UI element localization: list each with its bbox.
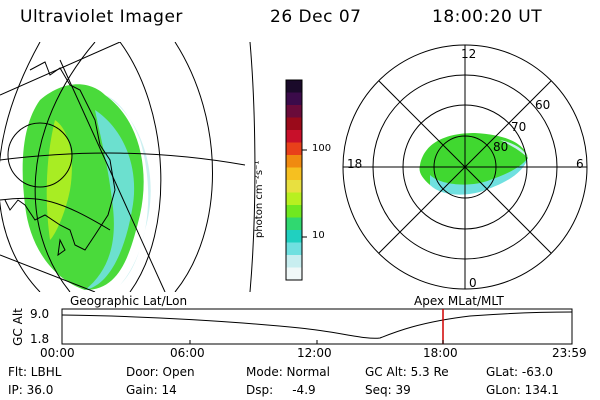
colorbar-swatch (286, 105, 302, 118)
timeline-x-tick-4: 23:59 (552, 346, 587, 360)
mlat-label-80: 80 (493, 140, 509, 154)
info-gain: Gain: 14 (126, 383, 177, 397)
aurora-emission-polar (419, 133, 528, 190)
timeline-y-tick-top: 9.0 (30, 307, 50, 321)
timeline-x-tick-2: 12:00 (297, 346, 332, 360)
colorbar-tick-10: 10 (312, 230, 325, 241)
polar-plot (419, 133, 528, 195)
info-mode: Mode: Normal (246, 365, 330, 379)
info-dsp: Dsp: -4.9 (246, 383, 316, 397)
info-glat: GLat: -63.0 (486, 365, 553, 379)
timeline-x-tick-0: 00:00 (40, 346, 75, 360)
timeline-x-tick-3: 18:00 (423, 346, 458, 360)
mlt-label-18: 18 (347, 157, 363, 171)
info-glon: GLon: 134.1 (486, 383, 559, 397)
colorbar-swatch (286, 230, 302, 243)
colorbar-swatch (286, 92, 302, 106)
info-gc-alt: GC Alt: 5.3 Re (365, 365, 449, 379)
colorbar (285, 79, 303, 281)
date-label: 26 Dec 07 (270, 7, 362, 27)
info-ip: IP: 36.0 (8, 383, 54, 397)
colorbar-unit-label: photon cm⁻²s⁻¹ (254, 160, 265, 238)
timeline-y-tick-bottom: 1.8 (30, 332, 50, 346)
colorbar-swatch (286, 167, 302, 181)
mlt-label-0: 0 (469, 276, 477, 290)
colorbar-swatch (286, 217, 302, 231)
colorbar-swatch (286, 180, 302, 193)
colorbar-swatch (286, 242, 302, 256)
info-flt: Flt: LBHL (8, 365, 62, 379)
colorbar-swatch (286, 267, 302, 281)
info-door: Door: Open (126, 365, 195, 379)
colorbar-swatch (286, 155, 302, 168)
mlat-label-60: 60 (535, 98, 551, 112)
mlat-label-70: 70 (511, 120, 527, 134)
timeline-y-label: GC Alt (11, 308, 25, 346)
mlt-label-6: 6 (576, 157, 584, 171)
colorbar-tick-100: 100 (312, 143, 332, 154)
altitude-curve (61, 311, 573, 339)
geographic-panel-label: Geographic Lat/Lon (70, 294, 188, 308)
colorbar-swatch (286, 255, 302, 268)
timeline-x-tick-1: 06:00 (170, 346, 205, 360)
apex-panel-label: Apex MLat/MLT (414, 294, 504, 308)
colorbar-frame (285, 79, 303, 281)
colorbar-swatch (286, 117, 302, 131)
time-label: 18:00:20 UT (432, 7, 543, 27)
mlt-label-12: 12 (461, 47, 477, 61)
instrument-title: Ultraviolet Imager (20, 7, 183, 27)
info-seq: Seq: 39 (365, 383, 411, 397)
colorbar-swatch (286, 80, 302, 93)
colorbar-swatch (286, 130, 302, 143)
colorbar-swatch (286, 142, 302, 156)
colorbar-swatch (286, 205, 302, 218)
colorbar-swatch (286, 192, 302, 206)
